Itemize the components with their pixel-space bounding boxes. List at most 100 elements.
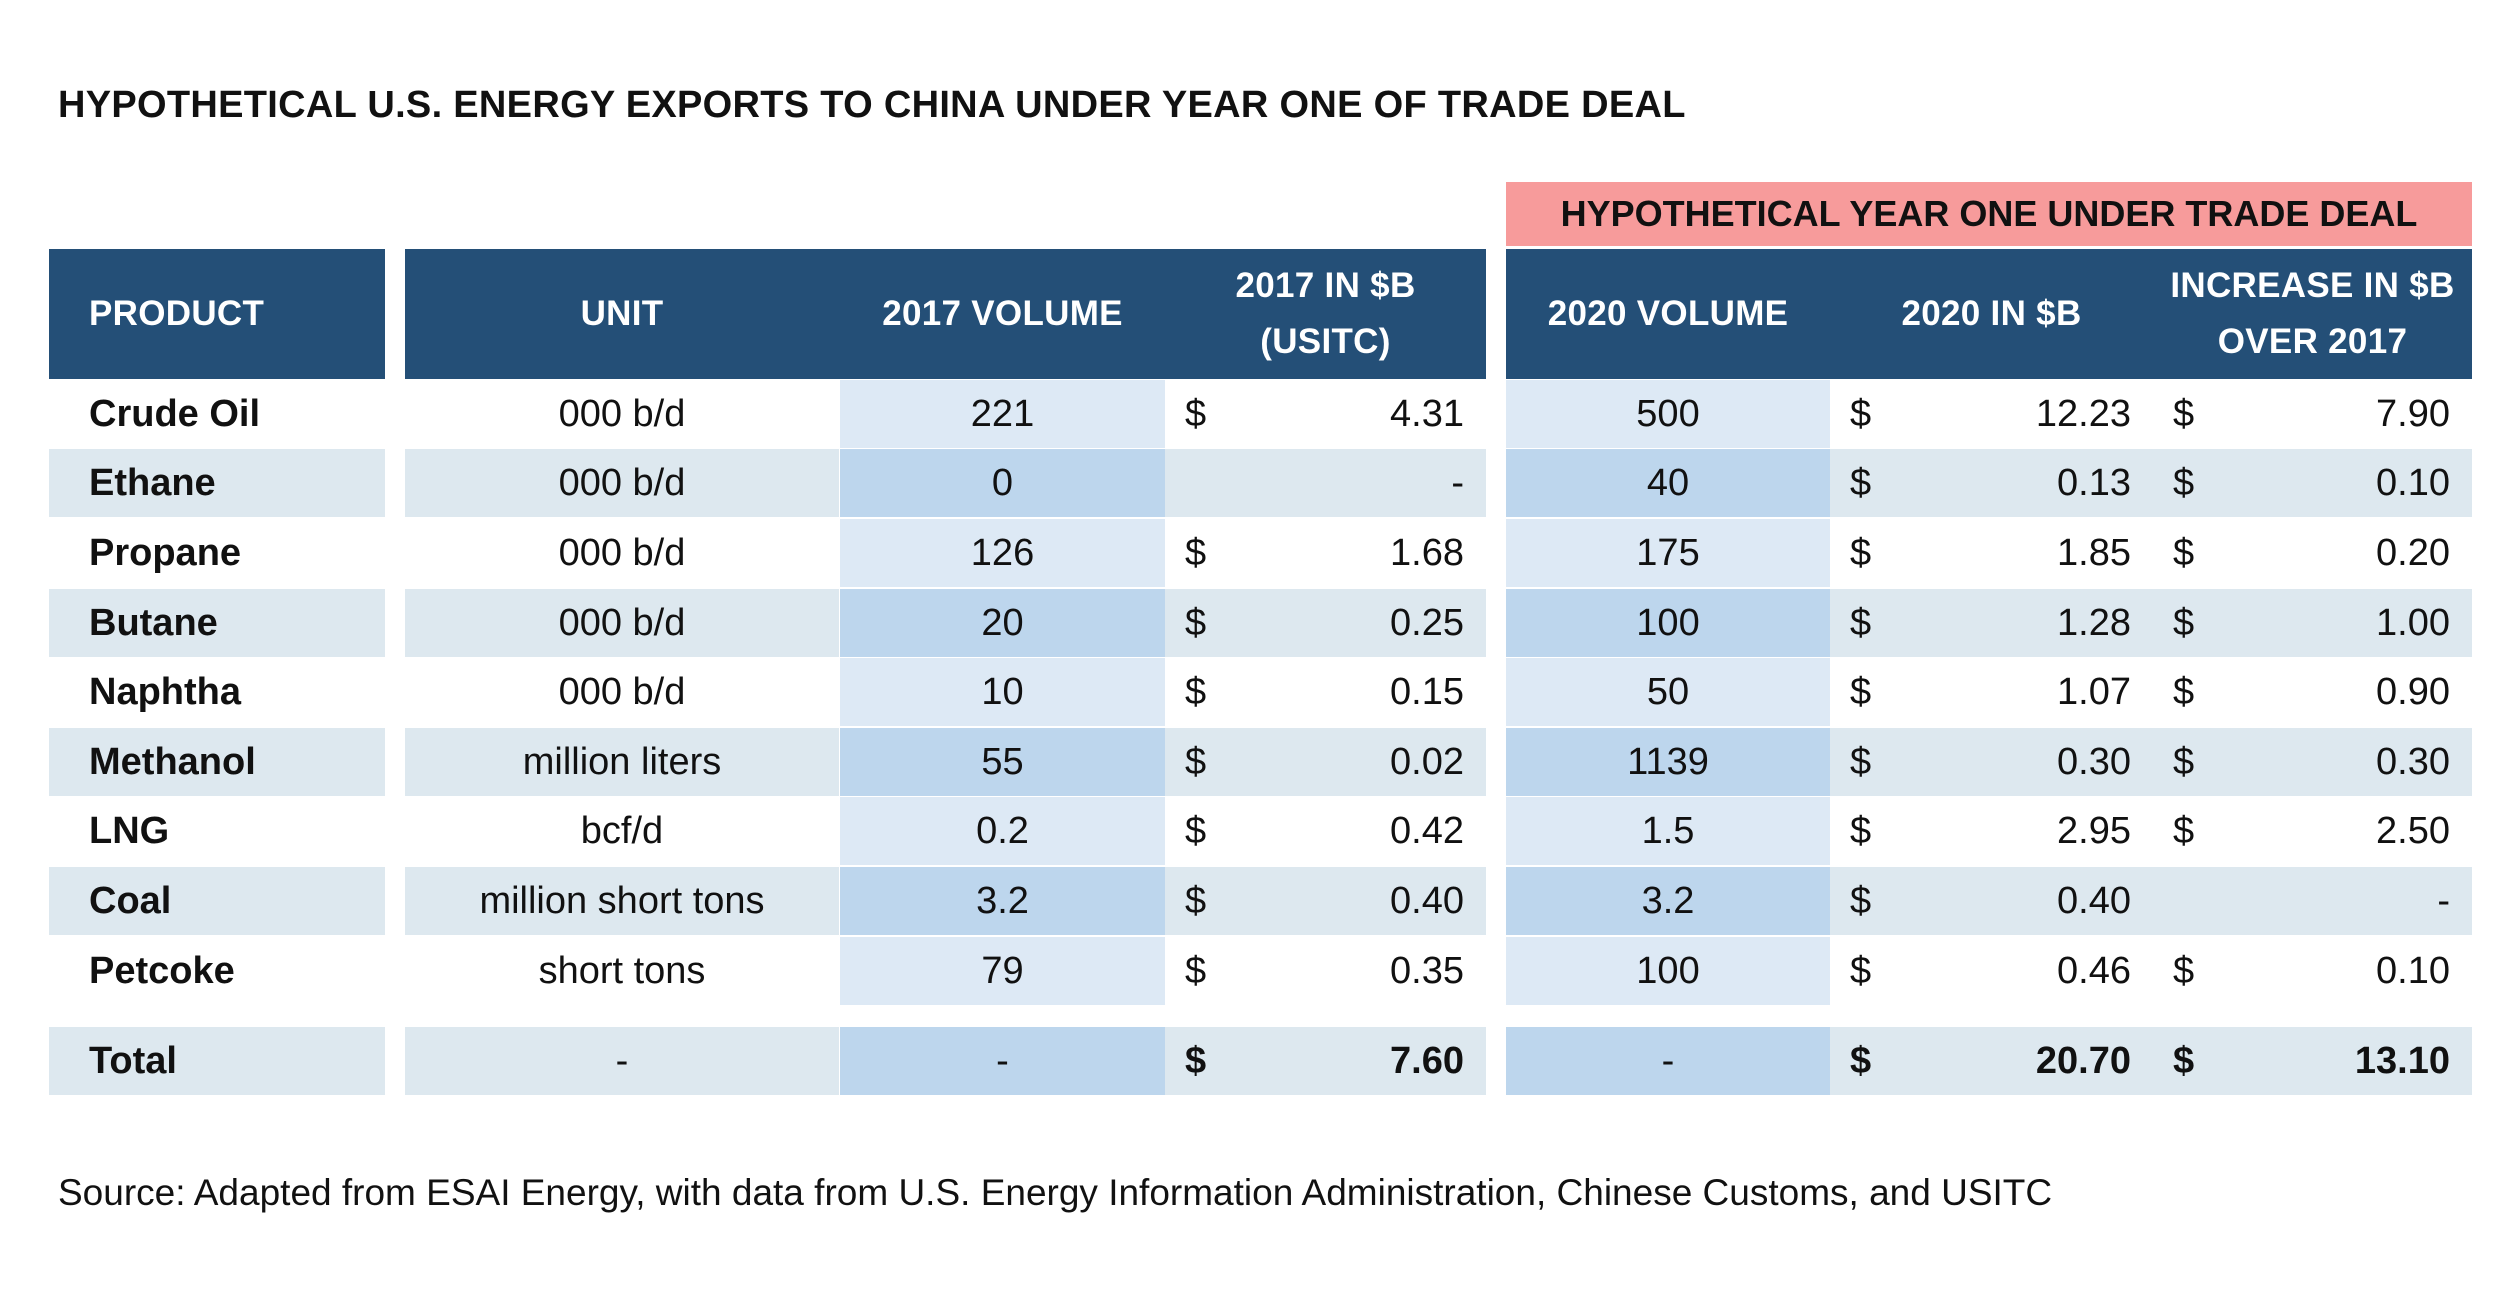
amount-value: 0.90 bbox=[2376, 670, 2450, 713]
header-unit: UNIT bbox=[405, 249, 839, 379]
header-unit-label: UNIT bbox=[580, 294, 664, 333]
currency-sign: $ bbox=[2173, 461, 2195, 504]
amount-value: 0.35 bbox=[1390, 949, 1464, 992]
currency-sign: $ bbox=[2173, 1039, 2195, 1082]
amount-value: 0.40 bbox=[2057, 879, 2131, 922]
increase-cell: $0.10 bbox=[2153, 449, 2472, 517]
amount-value: 7.90 bbox=[2376, 392, 2450, 435]
vol-2020-cell: 40 bbox=[1506, 449, 1830, 517]
amount-value: 0.42 bbox=[1390, 809, 1464, 852]
amount-value: 0.30 bbox=[2376, 740, 2450, 783]
vol-2017-cell: 221 bbox=[840, 380, 1165, 448]
vol-2020-cell: 3.2 bbox=[1506, 867, 1830, 935]
header-block-2017 bbox=[405, 249, 1486, 379]
product-cell: Methanol bbox=[49, 728, 385, 796]
unit-cell: 000 b/d bbox=[405, 658, 839, 726]
header-product-label: PRODUCT bbox=[89, 294, 265, 333]
amount-value: - bbox=[1451, 461, 1464, 504]
amount-value: 0.40 bbox=[1390, 879, 1464, 922]
usd-2017-cell: $1.68 bbox=[1165, 519, 1486, 587]
product-cell: Petcoke bbox=[49, 937, 385, 1005]
usd-2017-cell: $0.15 bbox=[1165, 658, 1486, 726]
vol-2020-cell: 175 bbox=[1506, 519, 1830, 587]
vol-2017-cell: 20 bbox=[840, 589, 1165, 657]
currency-sign: $ bbox=[1185, 809, 1207, 852]
amount-value: 0.25 bbox=[1390, 601, 1464, 644]
unit-cell: - bbox=[405, 1027, 839, 1095]
currency-sign: $ bbox=[2173, 809, 2195, 852]
currency-sign: $ bbox=[2173, 670, 2195, 713]
amount-value: 0.10 bbox=[2376, 949, 2450, 992]
unit-cell: million short tons bbox=[405, 867, 839, 935]
currency-sign: $ bbox=[1850, 1039, 1872, 1082]
header-increase-line2: OVER 2017 bbox=[2217, 322, 2408, 361]
currency-sign: $ bbox=[1185, 740, 1207, 783]
amount-value: 1.00 bbox=[2376, 601, 2450, 644]
currency-sign: $ bbox=[2173, 392, 2195, 435]
usd-2017-cell: $0.40 bbox=[1165, 867, 1486, 935]
unit-cell: 000 b/d bbox=[405, 449, 839, 517]
amount-value: 1.68 bbox=[1390, 531, 1464, 574]
vol-2017-cell: 0 bbox=[840, 449, 1165, 517]
currency-sign: $ bbox=[1850, 601, 1872, 644]
usd-2020-cell: $20.70 bbox=[1830, 1027, 2153, 1095]
vol-2020-cell: 1139 bbox=[1506, 728, 1830, 796]
amount-value: 0.13 bbox=[2057, 461, 2131, 504]
amount-value: 7.60 bbox=[1390, 1039, 1464, 1082]
product-cell: Naphtha bbox=[49, 658, 385, 726]
header-2020-usd: 2020 IN $B bbox=[1830, 249, 2153, 379]
header-2020-volume-label: 2020 VOLUME bbox=[1547, 294, 1789, 333]
currency-sign: $ bbox=[1185, 601, 1207, 644]
currency-sign: $ bbox=[1185, 949, 1207, 992]
usd-2020-cell: $1.28 bbox=[1830, 589, 2153, 657]
currency-sign: $ bbox=[1850, 461, 1872, 504]
vol-2017-cell: 0.2 bbox=[840, 797, 1165, 865]
increase-cell: - bbox=[2153, 867, 2472, 935]
group-header-trade-deal: HYPOTHETICAL YEAR ONE UNDER TRADE DEAL bbox=[1506, 182, 2472, 246]
amount-value: 0.46 bbox=[2057, 949, 2131, 992]
increase-cell: $7.90 bbox=[2153, 380, 2472, 448]
currency-sign: $ bbox=[1185, 670, 1207, 713]
usd-2020-cell: $0.30 bbox=[1830, 728, 2153, 796]
usd-2020-cell: $1.85 bbox=[1830, 519, 2153, 587]
unit-cell: bcf/d bbox=[405, 797, 839, 865]
usd-2017-cell: $0.35 bbox=[1165, 937, 1486, 1005]
increase-cell: $1.00 bbox=[2153, 589, 2472, 657]
vol-2020-cell: 100 bbox=[1506, 937, 1830, 1005]
usd-2020-cell: $0.40 bbox=[1830, 867, 2153, 935]
usd-2017-cell: - bbox=[1165, 449, 1486, 517]
vol-2020-cell: 1.5 bbox=[1506, 797, 1830, 865]
increase-cell: $0.20 bbox=[2153, 519, 2472, 587]
product-cell: Ethane bbox=[49, 449, 385, 517]
currency-sign: $ bbox=[1185, 392, 1207, 435]
usd-2017-cell: $7.60 bbox=[1165, 1027, 1486, 1095]
currency-sign: $ bbox=[2173, 531, 2195, 574]
amount-value: 1.07 bbox=[2057, 670, 2131, 713]
header-block-2020 bbox=[1506, 249, 2472, 379]
amount-value: 2.95 bbox=[2057, 809, 2131, 852]
currency-sign: $ bbox=[1850, 670, 1872, 713]
source-note: Source: Adapted from ESAI Energy, with d… bbox=[58, 1172, 2053, 1213]
product-cell: Total bbox=[49, 1027, 385, 1095]
header-product: PRODUCT bbox=[49, 249, 385, 379]
vol-2017-cell: 3.2 bbox=[840, 867, 1165, 935]
amount-value: 1.85 bbox=[2057, 531, 2131, 574]
amount-value: 0.20 bbox=[2376, 531, 2450, 574]
header-increase: INCREASE IN $B OVER 2017 bbox=[2153, 249, 2472, 379]
amount-value: 0.02 bbox=[1390, 740, 1464, 783]
currency-sign: $ bbox=[1850, 531, 1872, 574]
vol-2020-cell: 100 bbox=[1506, 589, 1830, 657]
amount-value: - bbox=[2437, 879, 2450, 922]
amount-value: 0.10 bbox=[2376, 461, 2450, 504]
amount-value: 1.28 bbox=[2057, 601, 2131, 644]
page-title: HYPOTHETICAL U.S. ENERGY EXPORTS TO CHIN… bbox=[58, 84, 1686, 126]
usd-2017-cell: $4.31 bbox=[1165, 380, 1486, 448]
product-cell: Propane bbox=[49, 519, 385, 587]
amount-value: 12.23 bbox=[2035, 392, 2131, 435]
header-2017-usd-line1: 2017 IN $B bbox=[1235, 266, 1416, 305]
header-2017-usd-line2: (USITC) bbox=[1260, 322, 1391, 361]
vol-2017-cell: 55 bbox=[840, 728, 1165, 796]
amount-value: 2.50 bbox=[2376, 809, 2450, 852]
vol-2017-cell: - bbox=[840, 1027, 1165, 1095]
usd-2020-cell: $12.23 bbox=[1830, 380, 2153, 448]
